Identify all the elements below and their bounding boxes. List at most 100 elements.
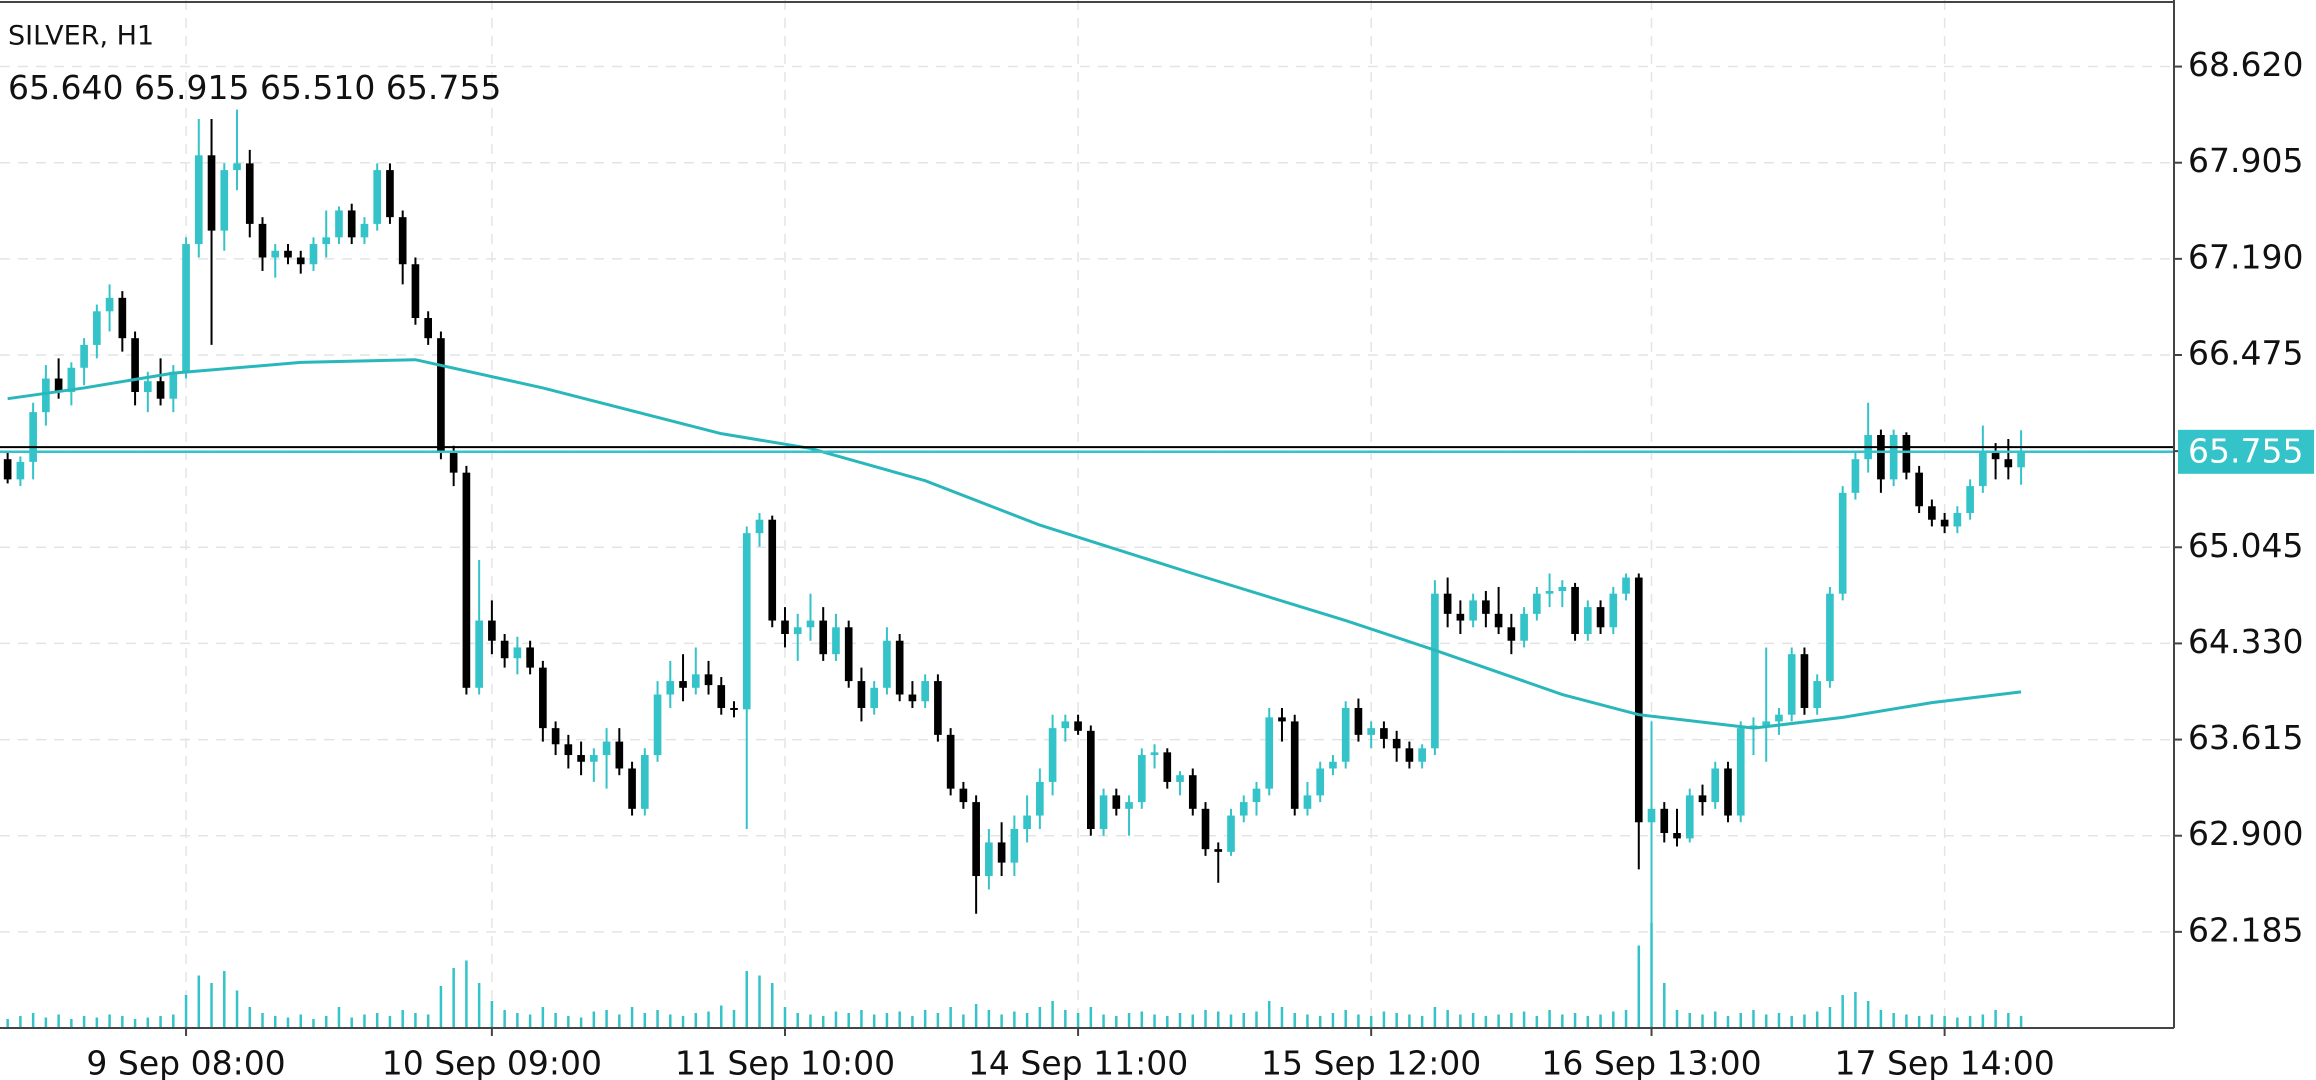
candle-body: [666, 681, 675, 695]
candle-body: [806, 620, 815, 628]
candle-body: [1482, 600, 1490, 614]
candle-body: [1087, 730, 1095, 829]
candle-body: [156, 381, 165, 399]
candle-body: [717, 685, 726, 708]
candle-body: [449, 452, 458, 473]
candle-body: [1991, 452, 2000, 460]
candle-body: [1316, 768, 1325, 796]
candle-body: [1392, 738, 1401, 749]
candle-body: [1838, 492, 1847, 594]
candle-body: [742, 533, 751, 710]
candle-body: [1736, 728, 1745, 816]
candle-body: [628, 768, 636, 809]
candle-body: [1265, 717, 1274, 789]
candle-body: [781, 620, 789, 635]
candle-body: [271, 250, 280, 258]
y-tick-label: 62.185: [2188, 910, 2303, 949]
candle-body: [1724, 768, 1732, 816]
candle-body: [1902, 435, 1911, 473]
candle-body: [3, 459, 12, 480]
candle-body: [1176, 775, 1184, 782]
candle-body: [1290, 721, 1299, 809]
price-tag: [2178, 429, 2314, 474]
candle-body: [475, 620, 483, 688]
candle-body: [67, 367, 76, 392]
candle-body: [704, 674, 713, 686]
moving-average: [7, 358, 2022, 730]
candle-body: [1227, 815, 1235, 852]
x-tick-label: 15 Sep 12:00: [1261, 1044, 1481, 1080]
candle-body: [1507, 627, 1516, 641]
x-tick-label: 16 Sep 13:00: [1541, 1044, 1761, 1080]
candle-body: [615, 741, 624, 769]
candle-body: [1634, 577, 1643, 823]
candle-body: [1443, 593, 1452, 614]
candle-body: [1647, 808, 1656, 823]
ohlc-open: 65.640: [8, 68, 123, 107]
candle-body: [857, 681, 866, 708]
candle-body: [169, 371, 178, 399]
candle-body: [832, 627, 840, 655]
candle-body: [1418, 748, 1426, 762]
candle-body: [1545, 590, 1554, 594]
candle-body: [309, 244, 318, 265]
candle-body: [1533, 593, 1541, 614]
chart-title: SILVER, H1: [8, 21, 154, 52]
candle-body: [207, 155, 216, 231]
candle-body: [1762, 721, 1771, 726]
candle-body: [1431, 593, 1439, 749]
candle-body: [908, 694, 917, 702]
candle-body: [679, 681, 687, 688]
candle-body: [1966, 486, 1974, 513]
candle-body: [1278, 717, 1286, 722]
candle-body: [1979, 452, 1987, 487]
candle-body: [360, 223, 369, 238]
candle-body: [258, 223, 267, 258]
candle-body: [1813, 681, 1822, 708]
candle-body: [1826, 593, 1834, 682]
candle-body: [462, 472, 471, 688]
candle-body: [1800, 654, 1809, 708]
candle-body: [1494, 613, 1503, 628]
candle-body: [1558, 586, 1567, 591]
candle-body: [602, 741, 611, 756]
candle-body: [1163, 752, 1172, 782]
candle-body: [1711, 768, 1720, 803]
candle-body: [1341, 707, 1350, 762]
text-layer: 62.18562.90063.61564.33065.04565.7666.47…: [86, 45, 2314, 1080]
candle-body: [347, 210, 356, 238]
candle-body: [1940, 519, 1949, 527]
y-tick-label: 67.190: [2188, 237, 2303, 276]
candle-body: [640, 755, 649, 809]
x-tick-label: 10 Sep 09:00: [382, 1044, 602, 1080]
candle-body: [245, 163, 254, 224]
candle-body: [398, 217, 407, 265]
candle-body: [539, 667, 547, 729]
candle-body: [1685, 795, 1694, 839]
candle-body: [1609, 593, 1618, 628]
candle-body: [500, 640, 509, 659]
candle-body: [488, 620, 496, 641]
candle-body: [182, 244, 190, 372]
x-tick-label: 11 Sep 10:00: [675, 1044, 895, 1080]
x-tick-label: 14 Sep 11:00: [968, 1044, 1188, 1080]
candle-body: [335, 210, 343, 238]
candle-body: [577, 755, 585, 762]
candle-body: [946, 734, 955, 789]
candle-body: [54, 378, 63, 392]
candle-body: [513, 647, 522, 659]
candle-body: [1928, 506, 1936, 520]
candle-body: [1023, 815, 1031, 829]
candle-body: [105, 297, 114, 312]
y-tick-label: 63.615: [2188, 718, 2303, 757]
candle-body: [1877, 435, 1885, 480]
candle-body: [118, 297, 127, 339]
candle-body: [1367, 728, 1375, 735]
candle-body: [793, 627, 802, 635]
ohlc-header: 65.640 65.915 65.510 65.755: [8, 68, 501, 107]
candle-body: [1099, 795, 1108, 829]
candle-body: [1571, 586, 1579, 635]
candle-body: [437, 338, 445, 453]
